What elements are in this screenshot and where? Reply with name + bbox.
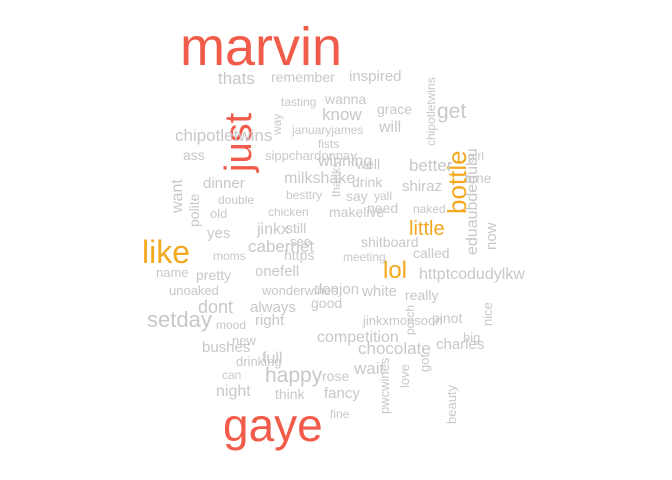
word-fine: pwcwines (377, 357, 392, 414)
word-inspired: inspired (349, 68, 402, 85)
word-yes: naked (413, 202, 446, 216)
word-eduaubdedubu: still (286, 220, 307, 236)
word-want: girl (468, 149, 485, 163)
word-unoaked: httptcodudylkw (419, 266, 525, 283)
word-really: white (362, 283, 398, 300)
word-marvin: marvin (180, 17, 343, 77)
word-big: charles (436, 336, 485, 353)
word-charles: love (397, 364, 412, 388)
word-will: will (379, 119, 402, 136)
word-happy: can (222, 368, 242, 382)
word-time: shiraz (402, 178, 443, 195)
word-right: mood (216, 318, 247, 332)
word-beauty: fancy (324, 385, 360, 402)
word-sippchardonnay: fists (318, 137, 340, 151)
word-pinot: jinkxmonsoon (363, 313, 443, 328)
word-competition: new (232, 333, 256, 348)
word-called: meeting (343, 250, 386, 264)
word-always: good (311, 295, 343, 311)
word-see: cabernet (248, 237, 315, 256)
word-better: well (356, 156, 381, 172)
word-oaked: fine (330, 407, 350, 421)
word-nice: always (250, 299, 296, 316)
word-still: jinkx (257, 221, 290, 238)
word-tasting: tasting (281, 95, 317, 109)
word-double: polite (186, 193, 202, 227)
word-https: moms (213, 249, 246, 263)
word-love: competition (317, 329, 399, 346)
word-lol: lol (383, 257, 408, 284)
word-grace: grace (377, 101, 413, 117)
word-white: donjon (314, 281, 360, 298)
word-can: chocolate (358, 339, 431, 358)
word-wanna: wanna (325, 91, 367, 107)
word-girl: better (409, 156, 453, 175)
word-got: bushes (202, 339, 251, 356)
word-winning: sippchardonnay (265, 148, 357, 163)
word-moms: shitboard (361, 234, 419, 250)
word-gaye: gaye (223, 399, 323, 451)
word-remember: remember (271, 69, 335, 85)
word-thats: thats (218, 69, 255, 88)
word-pretty: name (156, 265, 189, 280)
word-drink: milkshake (284, 170, 356, 187)
word-onefell: pretty (196, 267, 232, 283)
word-well: winning (318, 153, 373, 170)
word-wonderwines: unoaked (169, 283, 219, 298)
word-drinking: got (417, 353, 432, 372)
word-meeting: https (284, 247, 315, 263)
word-good: dont (198, 297, 234, 317)
word-chocolate: full (262, 350, 283, 367)
word-name: called (413, 245, 450, 261)
word-dont: setday (147, 307, 212, 332)
word-milkshake: dinner (203, 175, 245, 192)
word-shitboard: see (290, 234, 311, 249)
word-get: get (437, 100, 467, 123)
word-polite: time (465, 170, 492, 186)
word-shiraz: drink (352, 174, 383, 190)
word-like: like (142, 234, 191, 270)
word-wait: rose (322, 368, 350, 384)
word-bushes: big (463, 330, 481, 345)
word-full: drinking (236, 354, 282, 369)
word-besttry: double (218, 193, 255, 207)
word-chipotletwins: chipotletwins (424, 77, 438, 146)
word-old: yall (374, 189, 393, 203)
word-januaryjames: januaryjames (292, 123, 364, 137)
word-now: eduaubdedubu (464, 148, 481, 255)
word-new: porch (403, 304, 417, 335)
word-donjon: wonderwines (262, 283, 338, 298)
word-jinkxmonsoon: right (255, 312, 285, 329)
word-need: makelive (329, 204, 385, 220)
word-cabernet: now (483, 222, 500, 250)
word-chicken: old (210, 206, 228, 221)
word-yall: say (346, 188, 368, 204)
word-setday: really (405, 287, 439, 303)
word-pwcwines: beauty (444, 384, 459, 424)
word-makelive: chicken (268, 205, 309, 219)
word-rose: happy (265, 364, 323, 387)
word-say: thanks (329, 161, 343, 197)
word-know: know (322, 105, 362, 124)
word-thanks: besttry (286, 188, 323, 202)
word-httptcodudylkw: onefell (255, 263, 300, 280)
word-jinkx: yes (207, 225, 231, 242)
word-way: way (270, 113, 284, 135)
word-little: little (409, 218, 445, 240)
word-night: wait (354, 359, 385, 378)
word-porch: pinot (432, 310, 463, 326)
word-think: night (216, 383, 251, 400)
word-ass: chipotletwins (175, 126, 273, 145)
word-fancy: think (275, 386, 305, 402)
word-mood: nice (480, 302, 495, 326)
word-naked: need (367, 200, 399, 216)
word-fists: ass (183, 147, 205, 163)
word-dinner: want (169, 179, 186, 213)
